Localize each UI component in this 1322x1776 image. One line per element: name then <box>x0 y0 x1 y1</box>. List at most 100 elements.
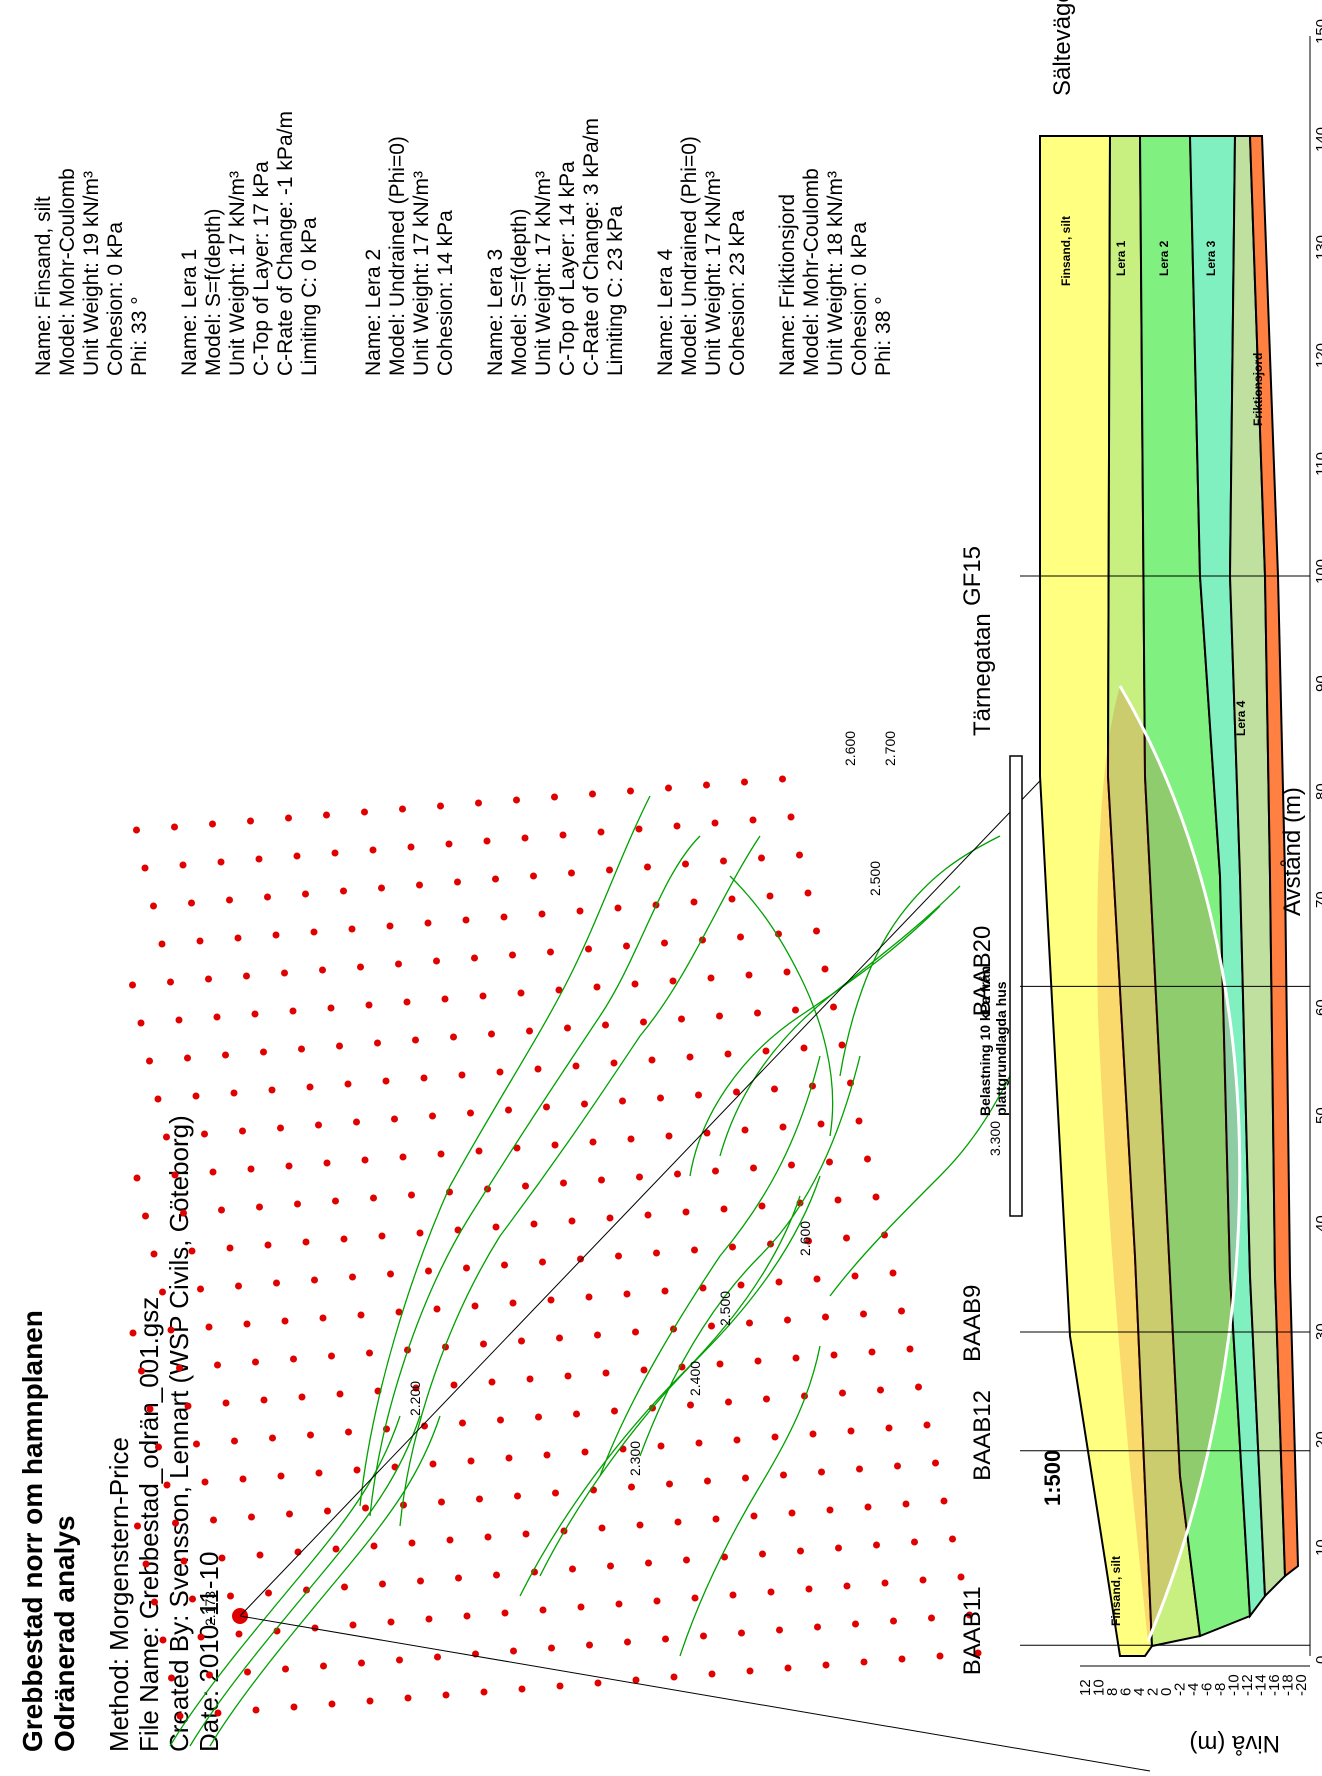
svg-text:Phi: 38 °: Phi: 38 ° <box>872 296 895 376</box>
grid-point <box>146 1405 154 1413</box>
grid-point <box>784 1316 791 1324</box>
layer-label: Finsand, silt <box>1109 1556 1123 1626</box>
grid-point <box>728 895 736 903</box>
grid-point <box>894 1462 901 1470</box>
grid-point <box>362 1504 369 1512</box>
contour-line <box>689 905 941 1177</box>
grid-point <box>690 898 698 906</box>
grid-point <box>201 1130 208 1138</box>
grid-point <box>218 1206 225 1214</box>
grid-point <box>737 933 744 941</box>
svg-text:Cohesion: 23 kPa: Cohesion: 23 kPa <box>726 210 749 376</box>
x-tick-label: 90 <box>1313 675 1322 692</box>
grid-point <box>505 1454 513 1462</box>
min-fs-label: 2.173 <box>202 1591 218 1626</box>
grid-point <box>281 1317 289 1325</box>
grid-point <box>458 1071 466 1079</box>
load-label-1: Belastning 10 kPa från <box>977 966 993 1116</box>
grid-point <box>463 1264 470 1272</box>
grid-point <box>645 1559 652 1567</box>
grid-point <box>446 1536 454 1544</box>
grid-point <box>234 934 242 942</box>
grid-point <box>500 913 508 921</box>
grid-point <box>391 1115 398 1123</box>
grid-point <box>746 1667 754 1675</box>
grid-point <box>539 1258 546 1266</box>
contour-label: 2.500 <box>867 861 883 896</box>
layer-label: Lera 3 <box>1204 240 1218 276</box>
borehole-lines: BAAB11 BAAB12 BAAB9 BAAB20 GF15 <box>959 546 1310 1675</box>
grid-point <box>336 1042 343 1050</box>
grid-point <box>315 1121 322 1129</box>
grid-point <box>720 857 727 865</box>
grid-point <box>358 1659 365 1667</box>
grid-point <box>327 1004 335 1012</box>
grid-point <box>526 1375 534 1383</box>
grid-point <box>834 1196 842 1204</box>
grid-point <box>353 1466 361 1474</box>
contour-labels: 2.200 2.300 2.400 2.500 2.600 2.500 2.60… <box>407 731 1003 1476</box>
grid-point <box>387 1270 394 1278</box>
grid-point <box>665 784 672 792</box>
grid-point <box>214 1361 221 1369</box>
grid-point <box>797 1547 804 1555</box>
grid-point <box>429 1460 437 1468</box>
grid-point <box>404 1694 412 1702</box>
grid-point <box>940 1497 948 1505</box>
grid-point <box>235 1630 243 1638</box>
grid-point <box>856 1465 863 1473</box>
svg-text:Model: Undrained (Phi=0): Model: Undrained (Phi=0) <box>678 136 701 376</box>
grid-point <box>513 796 520 804</box>
grid-point <box>712 1167 719 1175</box>
grid-point <box>134 1522 141 1530</box>
grid-point <box>437 802 444 810</box>
grid-point <box>285 1162 293 1170</box>
grid-point <box>551 793 558 801</box>
grid-point <box>395 960 402 968</box>
grid-point <box>530 872 537 880</box>
grid-point <box>614 904 622 912</box>
grid-point <box>818 1468 825 1476</box>
grid-point <box>779 1123 787 1131</box>
grid-point <box>387 1618 395 1626</box>
svg-text:Name: Friktionsjord: Name: Friktionsjord <box>776 194 799 376</box>
grid-point <box>328 1700 336 1708</box>
grid-point <box>286 1510 293 1518</box>
grid-point <box>589 790 596 798</box>
grid-point <box>805 1585 813 1593</box>
grid-point <box>615 1252 622 1260</box>
grid-point <box>379 1580 386 1588</box>
contour-line <box>639 1055 861 1457</box>
grid-point <box>957 1573 965 1581</box>
grid-point <box>256 1551 264 1559</box>
grid-point <box>678 1015 685 1023</box>
grid-point <box>471 954 478 962</box>
grid-point <box>421 1422 428 1430</box>
grid-point <box>244 1668 251 1676</box>
material-block-friktionsjord: Name: Friktionsjord Model: Mohr-Coulomb … <box>776 168 895 376</box>
grid-point <box>293 852 301 860</box>
grid-point <box>268 1086 276 1094</box>
contour-label: 2.300 <box>627 1441 643 1476</box>
grid-point <box>497 1416 504 1424</box>
grid-point <box>231 1437 238 1445</box>
grid-point <box>838 1041 846 1049</box>
grid-point <box>429 1112 436 1120</box>
grid-point <box>568 869 575 877</box>
slip-mass <box>1097 686 1240 1641</box>
grid-point <box>830 1003 837 1011</box>
svg-text:Model: Mohr-Coulomb: Model: Mohr-Coulomb <box>800 168 823 376</box>
grid-point <box>133 826 140 834</box>
grid-point <box>501 1261 508 1269</box>
grid-point <box>420 1074 428 1082</box>
grid-point <box>480 1688 488 1696</box>
grid-point <box>168 1674 175 1682</box>
grid-point <box>699 1284 707 1292</box>
grid-point <box>307 1431 314 1439</box>
radius-line <box>239 1615 1151 1772</box>
date-line: Date: 2010-11-10 <box>194 1552 224 1752</box>
grid-point <box>252 1358 259 1366</box>
grid-point <box>720 1205 728 1213</box>
grid-point <box>323 811 330 819</box>
grid-point <box>348 925 356 933</box>
